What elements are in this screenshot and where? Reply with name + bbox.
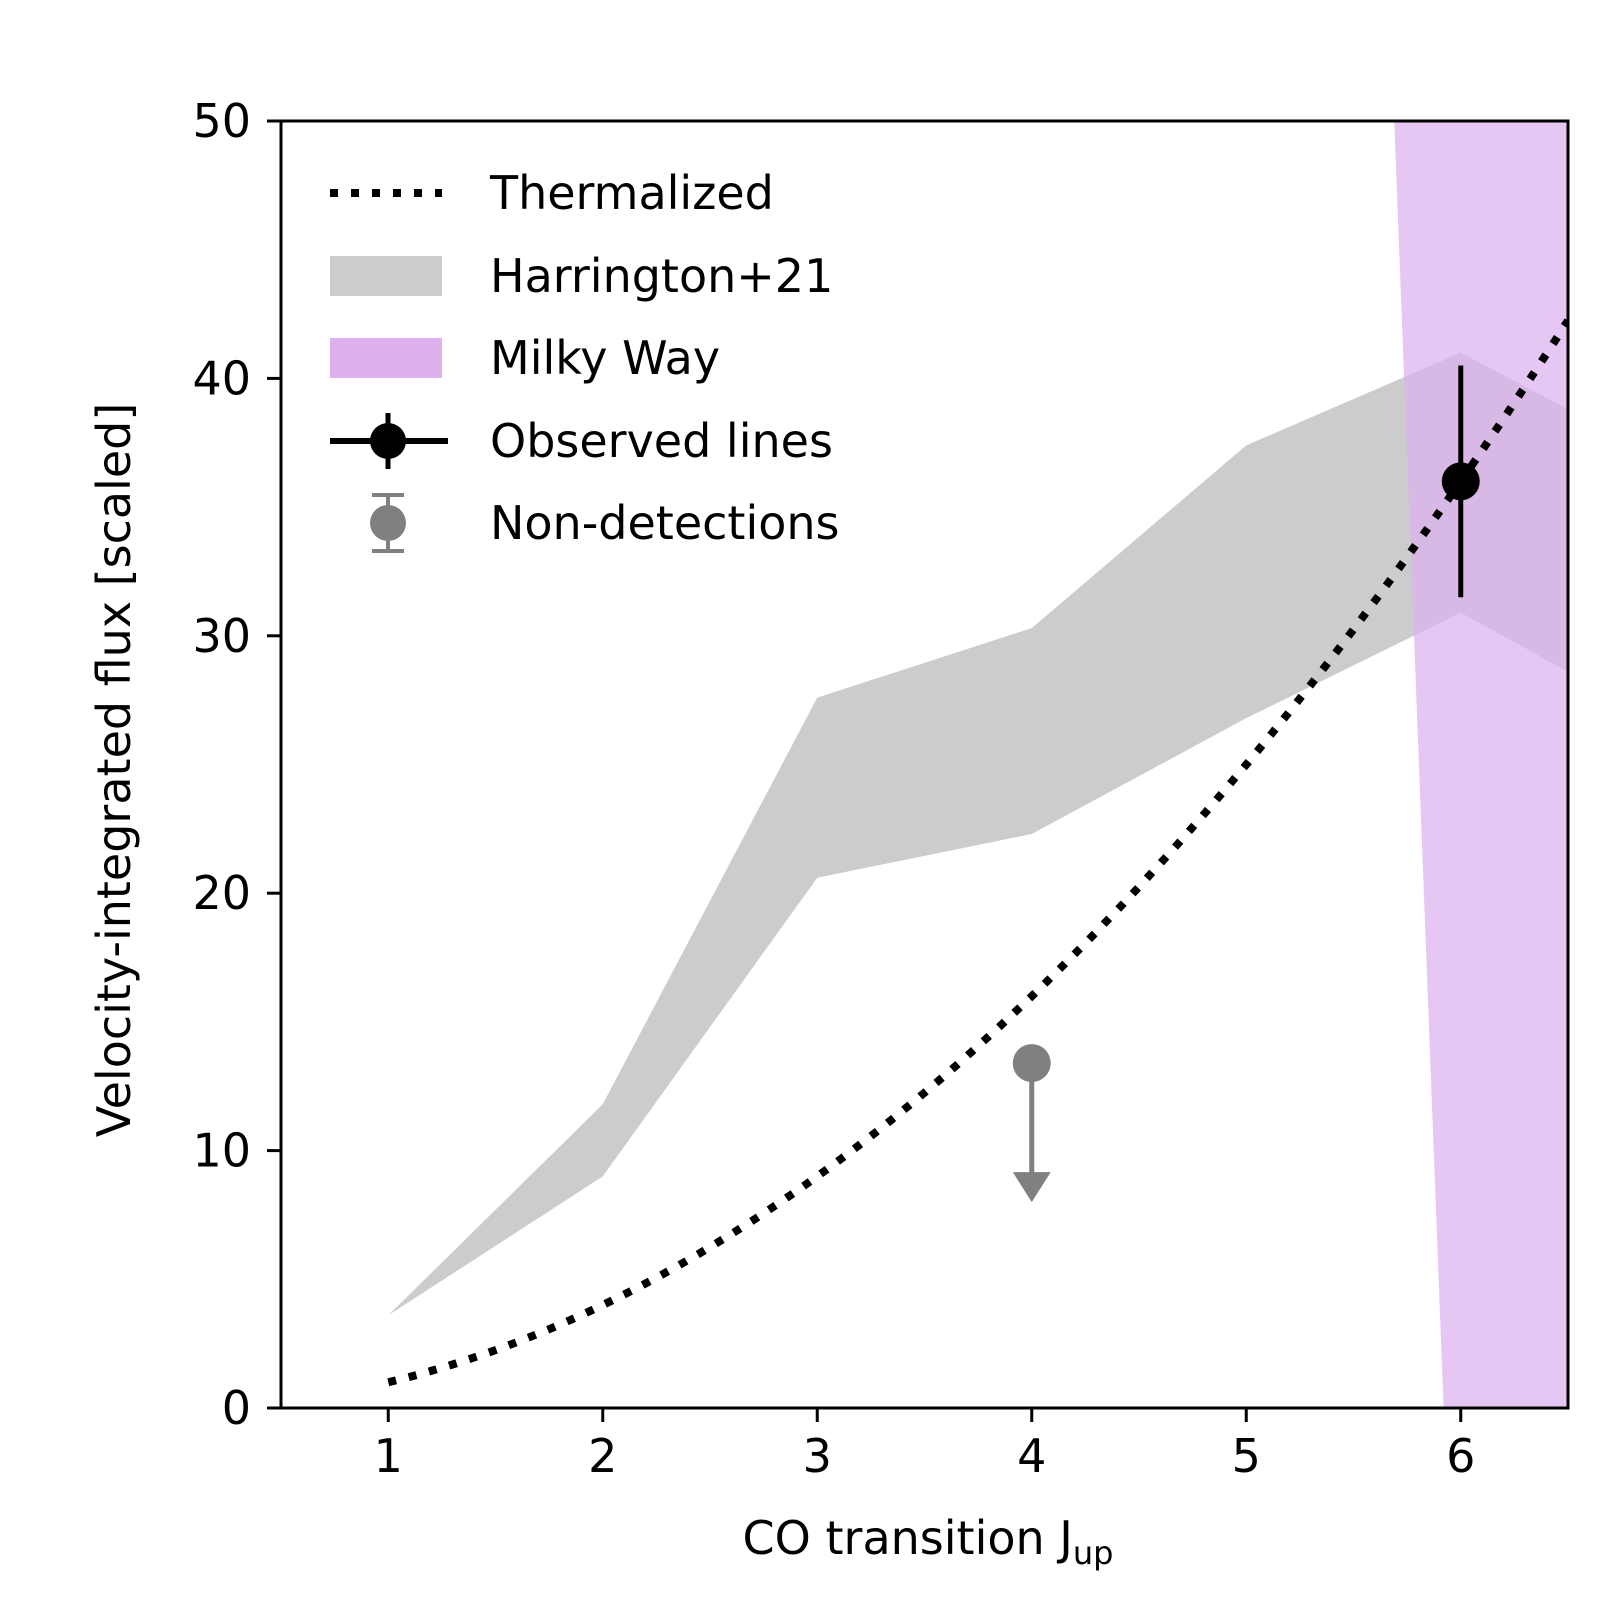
x-axis-title-subscript: up	[1073, 1534, 1114, 1572]
plot-area	[387, 121, 1568, 1408]
x-tick-label: 5	[1232, 1429, 1261, 1483]
y-tick-label: 10	[192, 1124, 251, 1178]
milky-way-band	[1394, 121, 1568, 1408]
observed-point	[1441, 462, 1480, 501]
nondetection-point	[1012, 1044, 1051, 1083]
harrington-band	[388, 352, 1568, 1316]
axes: 1 2 3 4 5 6 0 10 20 30 40 50	[192, 94, 1570, 1483]
y-tick-label: 20	[192, 866, 251, 920]
y-tick-label: 30	[192, 609, 251, 663]
x-axis-title: CO transition Jup	[743, 1511, 1114, 1572]
x-tick-label: 6	[1446, 1429, 1475, 1483]
x-tick-label: 3	[803, 1429, 832, 1483]
legend-label: Observed lines	[490, 414, 833, 468]
axes-frame	[279, 119, 1570, 1410]
legend-harrington-swatch	[330, 256, 442, 296]
legend-label: Milky Way	[490, 331, 720, 385]
y-tick-label: 0	[222, 1381, 251, 1435]
x-tick-label: 1	[374, 1429, 403, 1483]
legend-label: Harrington+21	[490, 249, 833, 303]
y-tick-label: 40	[192, 351, 251, 405]
x-tick-label: 2	[588, 1429, 617, 1483]
nondetection-arrow-head	[1012, 1172, 1051, 1203]
legend: Thermalized Harrington+21 Milky Way Observe…	[330, 166, 840, 553]
legend-observed-marker	[370, 423, 406, 459]
legend-milky-way-swatch	[330, 338, 442, 378]
y-tick-label: 50	[192, 94, 251, 148]
legend-label: Non-detections	[490, 496, 840, 550]
legend-label: Thermalized	[489, 166, 774, 220]
y-axis-title: Velocity-integrated flux [scaled]	[87, 403, 141, 1138]
x-tick-label: 4	[1017, 1429, 1046, 1483]
plot-content	[387, 121, 1568, 1408]
legend-nondetection-marker	[370, 505, 406, 541]
